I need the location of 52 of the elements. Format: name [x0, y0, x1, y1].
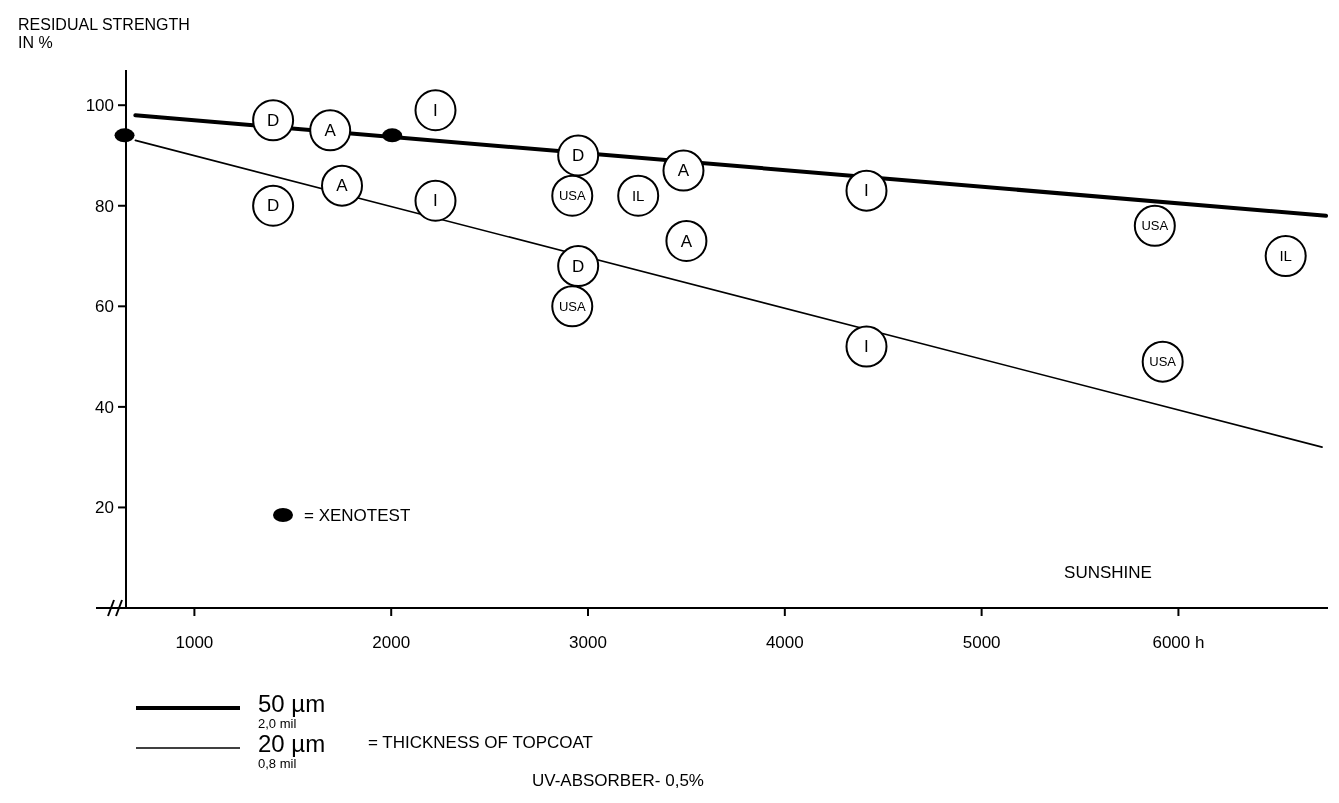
x-tick-label: 5000 — [962, 633, 1001, 652]
point — [845, 325, 888, 368]
text: USA — [1149, 353, 1177, 369]
point — [414, 179, 457, 222]
legend-label: = XENOTEST — [304, 505, 411, 525]
point — [252, 184, 295, 227]
point — [617, 174, 660, 217]
series-label: D — [266, 110, 280, 130]
y-tick-label: 100 — [85, 96, 114, 116]
point — [414, 89, 457, 132]
point — [1264, 235, 1307, 278]
x-tick-label: 1000 — [175, 633, 214, 652]
point — [321, 164, 364, 207]
text: D — [266, 196, 280, 216]
legend-label: 50 µm 2,0 mil — [258, 690, 326, 731]
y-tick-label: 40 — [95, 397, 114, 417]
text: UV-ABSORBER- 0,5% — [532, 771, 704, 790]
point — [252, 99, 295, 142]
legend-label: 20 µm 0,8 mil — [258, 730, 326, 771]
x-tick-label: 3000 — [569, 633, 607, 652]
y-tick-label: 20 — [95, 498, 114, 518]
text: USA — [558, 188, 586, 204]
text: = THICKNESS OF TOPCOAT — [368, 733, 593, 752]
point — [557, 245, 600, 288]
series-label: IL — [631, 186, 645, 204]
text: USA — [558, 298, 586, 314]
point — [662, 149, 705, 192]
y-tick-label: 80 — [95, 196, 114, 216]
text: D — [572, 256, 585, 276]
text: A — [324, 121, 336, 140]
x-axis-title: SUNSHINE — [1064, 563, 1152, 582]
text: A — [336, 176, 348, 196]
point — [309, 109, 352, 152]
series-label: I — [433, 191, 438, 211]
point — [382, 128, 403, 143]
point — [114, 128, 135, 143]
series-label: USA — [1141, 218, 1169, 234]
x-tick-label: 4000 — [765, 633, 804, 652]
text: I — [864, 337, 869, 357]
text: IL — [1279, 247, 1292, 265]
y-tick-label: 60 — [95, 297, 114, 317]
y-axis-title: RESIDUAL STRENGTH IN % — [18, 16, 190, 51]
text: D — [572, 146, 585, 166]
text: I — [864, 181, 869, 201]
point — [557, 134, 600, 177]
point — [845, 169, 888, 212]
x-tick-label: 2000 — [372, 633, 411, 652]
point — [665, 219, 708, 262]
x-tick-label: 6000 h — [1152, 633, 1205, 652]
series-label: A — [680, 231, 693, 251]
text: I — [433, 100, 438, 120]
text: A — [677, 161, 690, 181]
